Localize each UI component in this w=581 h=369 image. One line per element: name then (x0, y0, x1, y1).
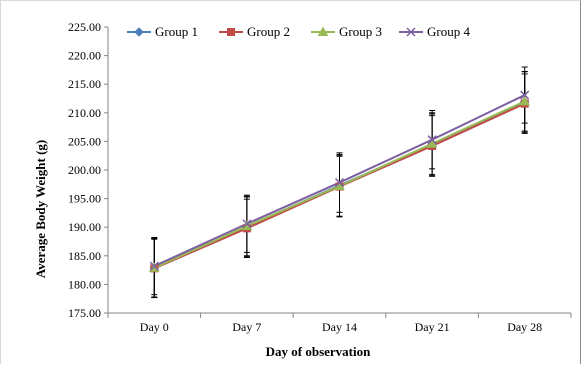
legend-label: Group 2 (247, 24, 290, 39)
chart-axes: 175.00 180.00 185.00 190.00 195.00 200.00 205.… (68, 20, 572, 334)
legend-marker (227, 28, 235, 36)
x-tick-label: Day 21 (415, 320, 450, 334)
data-point-4 (334, 178, 345, 188)
series-markers (148, 90, 531, 273)
data-point-4 (149, 261, 159, 271)
legend-item-4: Group 4 (399, 24, 470, 39)
legend-marker (317, 26, 329, 36)
y-tick-label: 175.00 (68, 306, 101, 320)
x-tick-label: Day 7 (232, 320, 261, 334)
legend-marker (406, 27, 416, 37)
y-tick-label: 195.00 (68, 192, 101, 206)
y-tick-label: 200.00 (68, 163, 101, 177)
legend: Group 1 Group 2 Group 3 Group 4 (127, 24, 470, 39)
y-tick-label: 210.00 (68, 106, 101, 120)
legend-item-3: Group 3 (311, 24, 382, 39)
y-tick-label: 225.00 (68, 20, 101, 34)
x-tick-label: Day 0 (140, 320, 169, 334)
x-tick-label: Day 28 (507, 320, 542, 334)
y-tick-label: 190.00 (68, 220, 101, 234)
legend-marker (134, 27, 144, 37)
data-point-3 (519, 95, 531, 106)
y-tick-label: 205.00 (68, 134, 101, 148)
y-tick-label: 180.00 (68, 277, 101, 291)
data-point-4 (242, 219, 252, 229)
legend-item-1: Group 1 (127, 24, 198, 39)
x-axis-title: Day of observation (266, 344, 371, 359)
data-point-4 (427, 135, 437, 145)
legend-label: Group 3 (339, 24, 382, 39)
data-point-4 (520, 90, 530, 100)
legend-item-2: Group 2 (219, 24, 290, 39)
legend-label: Group 4 (427, 24, 470, 39)
y-tick-label: 185.00 (68, 249, 101, 263)
data-point-3 (426, 138, 438, 148)
y-tick-label: 215.00 (68, 77, 101, 91)
y-tick-label: 220.00 (68, 49, 101, 63)
x-tick-label: Day 14 (322, 320, 357, 334)
legend-label: Group 1 (155, 24, 198, 39)
y-axis-title: Average Body Weight (g) (33, 140, 48, 279)
